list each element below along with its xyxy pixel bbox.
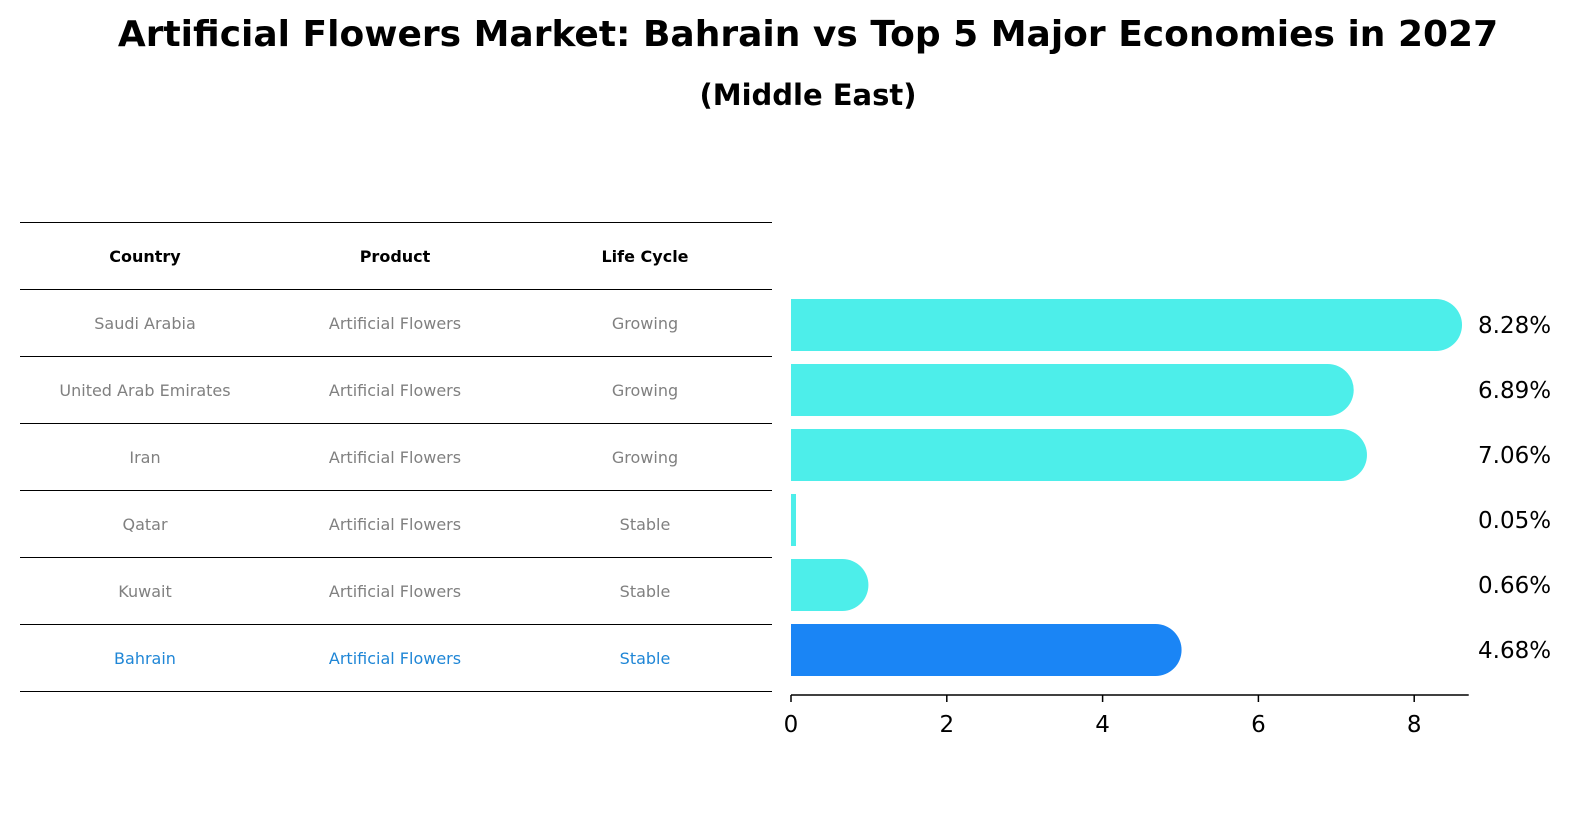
table-header-row: Country Product Life Cycle [20, 222, 772, 289]
cell-country: Qatar [122, 514, 168, 534]
cell-country: Kuwait [118, 581, 172, 601]
cell-life-cycle: Growing [611, 313, 679, 333]
cell-life-cycle: Growing [611, 447, 679, 467]
table-row: Iran Artificial Flowers Growing [20, 423, 772, 490]
cell-life-cycle: Stable [619, 581, 671, 601]
cell-life-cycle: Stable [619, 648, 671, 668]
bar-value-label: 0.05% [1478, 508, 1551, 534]
header-country: Country [109, 246, 181, 266]
info-table: Country Product Life Cycle Saudi Arabia … [20, 222, 772, 692]
bar-highlight [791, 624, 1182, 676]
x-tick-label: 8 [1407, 712, 1422, 738]
x-tick-label: 4 [1095, 712, 1110, 738]
table-row: Saudi Arabia Artificial Flowers Growing [20, 289, 772, 356]
table-row: Kuwait Artificial Flowers Stable [20, 557, 772, 624]
bar [791, 559, 869, 611]
bar [791, 494, 796, 546]
cell-life-cycle: Stable [619, 514, 671, 534]
cell-life-cycle: Growing [611, 380, 679, 400]
cell-product: Artificial Flowers [328, 447, 462, 467]
bar-value-label: 7.06% [1478, 443, 1551, 469]
cell-product: Artificial Flowers [328, 648, 462, 668]
bar [791, 299, 1463, 351]
cell-country: Bahrain [114, 648, 176, 668]
cell-product: Artificial Flowers [328, 514, 462, 534]
bar-value-label: 6.89% [1478, 378, 1551, 404]
x-tick-label: 6 [1251, 712, 1266, 738]
cell-country: Iran [129, 447, 161, 467]
cell-product: Artificial Flowers [328, 313, 462, 333]
cell-country: United Arab Emirates [59, 380, 231, 400]
cell-country: Saudi Arabia [94, 313, 196, 333]
chart-subtitle: (Middle East) [699, 78, 917, 112]
header-product: Product [359, 246, 431, 266]
bar [791, 429, 1367, 481]
bar-value-label: 0.66% [1478, 573, 1551, 599]
bar [791, 364, 1354, 416]
cell-product: Artificial Flowers [328, 581, 462, 601]
table-row: Qatar Artificial Flowers Stable [20, 490, 772, 557]
x-tick-label: 2 [939, 712, 954, 738]
header-life-cycle: Life Cycle [601, 246, 689, 266]
bar-value-label: 8.28% [1478, 313, 1551, 339]
cell-product: Artificial Flowers [328, 380, 462, 400]
table-row-highlighted: Bahrain Artificial Flowers Stable [20, 624, 772, 692]
chart-title: Artificial Flowers Market: Bahrain vs To… [117, 14, 1499, 55]
bar-value-label: 4.68% [1478, 638, 1551, 664]
x-tick-label: 0 [784, 712, 799, 738]
table-row: United Arab Emirates Artificial Flowers … [20, 356, 772, 423]
